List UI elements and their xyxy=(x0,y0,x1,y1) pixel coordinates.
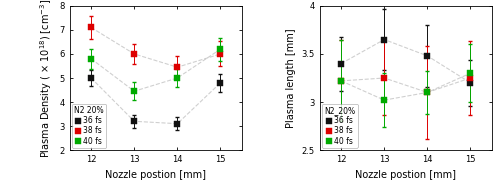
Y-axis label: Plasma Density ( $\times$ 10$^{18}$) [cm$^{-3}$]: Plasma Density ( $\times$ 10$^{18}$) [cm… xyxy=(38,0,54,158)
Line: 36 fs: 36 fs xyxy=(338,37,473,86)
38 fs xyxy=(468,77,474,79)
36 fs xyxy=(131,120,137,122)
X-axis label: Nozzle postion [mm]: Nozzle postion [mm] xyxy=(105,170,206,180)
40 fs xyxy=(174,77,180,79)
40 fs xyxy=(381,99,387,101)
38 fs xyxy=(424,91,430,94)
36 fs xyxy=(338,62,344,65)
Legend: 36 fs, 38 fs, 40 fs: 36 fs, 38 fs, 40 fs xyxy=(72,104,106,148)
36 fs xyxy=(88,77,94,79)
36 fs xyxy=(468,82,474,84)
40 fs xyxy=(468,72,474,74)
X-axis label: Nozzle postion [mm]: Nozzle postion [mm] xyxy=(355,170,456,180)
36 fs xyxy=(381,38,387,41)
40 fs xyxy=(88,58,94,60)
36 fs xyxy=(174,122,180,125)
40 fs xyxy=(218,48,224,50)
Line: 40 fs: 40 fs xyxy=(338,70,473,103)
40 fs xyxy=(424,91,430,94)
Line: 40 fs: 40 fs xyxy=(88,46,223,94)
38 fs xyxy=(131,53,137,55)
Line: 38 fs: 38 fs xyxy=(338,75,473,95)
38 fs xyxy=(174,66,180,68)
Legend: 36 fs, 38 fs, 40 fs: 36 fs, 38 fs, 40 fs xyxy=(322,104,358,148)
36 fs xyxy=(424,55,430,57)
38 fs xyxy=(218,53,224,55)
38 fs xyxy=(338,80,344,82)
38 fs xyxy=(88,26,94,29)
40 fs xyxy=(338,80,344,82)
Y-axis label: Plasma length [mm]: Plasma length [mm] xyxy=(286,28,296,128)
Line: 36 fs: 36 fs xyxy=(88,75,223,127)
Line: 38 fs: 38 fs xyxy=(88,25,223,70)
40 fs xyxy=(131,90,137,92)
38 fs xyxy=(381,77,387,79)
36 fs xyxy=(218,82,224,84)
